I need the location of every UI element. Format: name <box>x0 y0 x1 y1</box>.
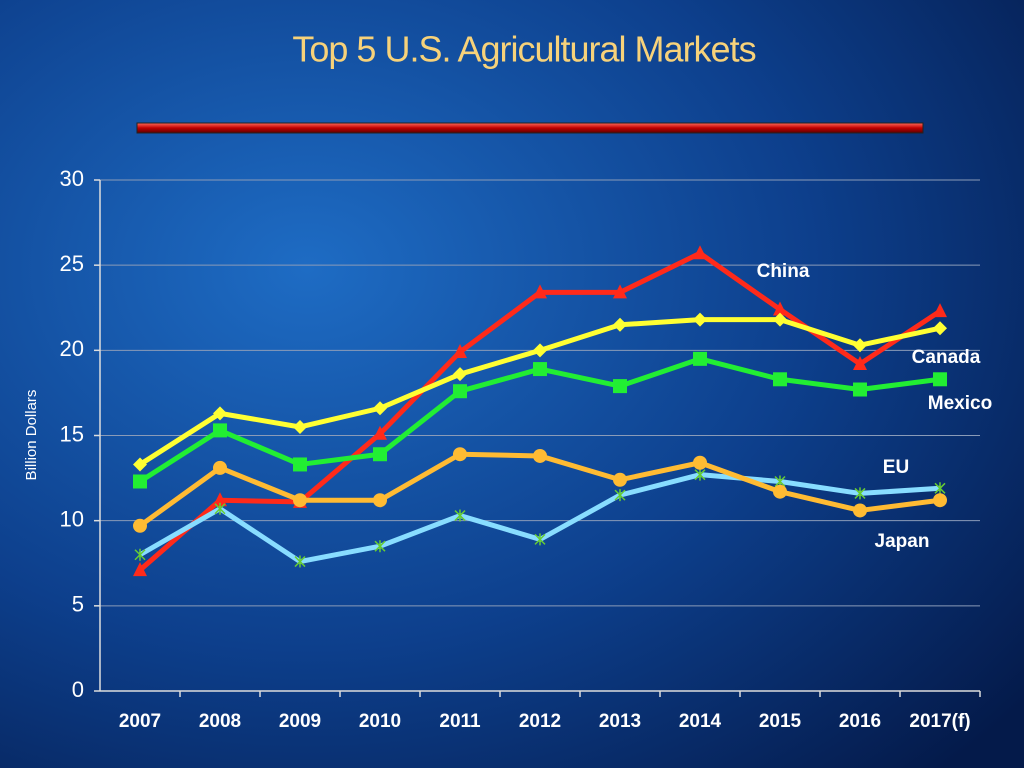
marker <box>533 362 547 377</box>
marker <box>213 492 227 507</box>
x-tick-label: 2009 <box>279 711 321 732</box>
title-rule <box>136 122 924 134</box>
x-tick-label: 2007 <box>119 711 161 732</box>
marker <box>133 562 147 577</box>
marker <box>453 344 467 359</box>
series-label: Canada <box>912 347 981 368</box>
marker <box>213 406 227 421</box>
y-tick-label: 25 <box>60 251 84 276</box>
marker <box>293 457 307 472</box>
series-label: China <box>757 261 810 282</box>
series-label: Mexico <box>928 393 992 414</box>
y-tick-label: 5 <box>72 592 84 617</box>
marker <box>773 301 787 316</box>
y-tick-label: 15 <box>60 421 84 446</box>
marker <box>693 455 707 470</box>
marker <box>293 419 307 434</box>
marker <box>214 502 226 515</box>
marker <box>773 484 787 499</box>
y-tick-label: 30 <box>60 166 84 191</box>
marker <box>853 503 867 518</box>
marker <box>693 245 707 260</box>
marker <box>213 460 227 475</box>
x-tick-label: 2014 <box>679 711 722 732</box>
marker <box>933 303 947 318</box>
marker <box>613 317 627 332</box>
x-tick-label: 2011 <box>439 711 481 732</box>
series-label: EU <box>883 457 909 478</box>
x-tick-label: 2016 <box>839 711 881 732</box>
marker <box>693 312 707 327</box>
marker <box>694 468 706 481</box>
series-label: Japan <box>875 531 930 552</box>
marker <box>373 401 387 416</box>
x-tick-label: 2013 <box>599 711 641 732</box>
chart-title: Top 5 U.S. Agricultural Markets <box>292 29 755 70</box>
y-tick-label: 20 <box>60 336 84 361</box>
marker <box>933 321 947 336</box>
marker <box>613 284 627 299</box>
marker <box>133 457 147 472</box>
x-tick-label: 2015 <box>759 711 802 732</box>
marker <box>133 518 147 533</box>
marker <box>533 343 547 358</box>
marker <box>613 472 627 487</box>
marker <box>294 555 306 568</box>
x-tick-label: 2012 <box>519 711 561 732</box>
marker <box>134 548 146 561</box>
marker <box>853 355 867 370</box>
marker <box>533 284 547 299</box>
marker <box>933 493 947 508</box>
marker <box>453 447 467 462</box>
marker <box>453 384 467 399</box>
marker <box>453 367 467 382</box>
marker <box>373 447 387 462</box>
marker <box>373 493 387 508</box>
marker <box>373 425 387 440</box>
marker <box>613 379 627 394</box>
marker <box>853 338 867 353</box>
x-tick-label: 2017(f) <box>909 711 970 732</box>
marker <box>374 540 386 553</box>
marker <box>773 312 787 327</box>
marker <box>293 493 307 508</box>
marker <box>693 351 707 366</box>
marker <box>213 423 227 438</box>
x-tick-label: 2008 <box>199 711 241 732</box>
marker <box>853 382 867 397</box>
marker <box>854 487 866 500</box>
marker <box>614 489 626 502</box>
y-axis-label: Billion Dollars <box>23 390 40 481</box>
marker <box>454 509 466 522</box>
marker <box>773 372 787 387</box>
marker <box>133 474 147 489</box>
marker <box>933 372 947 387</box>
marker <box>934 482 946 495</box>
y-tick-label: 0 <box>72 677 84 702</box>
x-tick-label: 2010 <box>359 711 401 732</box>
marker <box>533 448 547 463</box>
y-tick-label: 10 <box>60 506 84 531</box>
marker <box>534 533 546 546</box>
